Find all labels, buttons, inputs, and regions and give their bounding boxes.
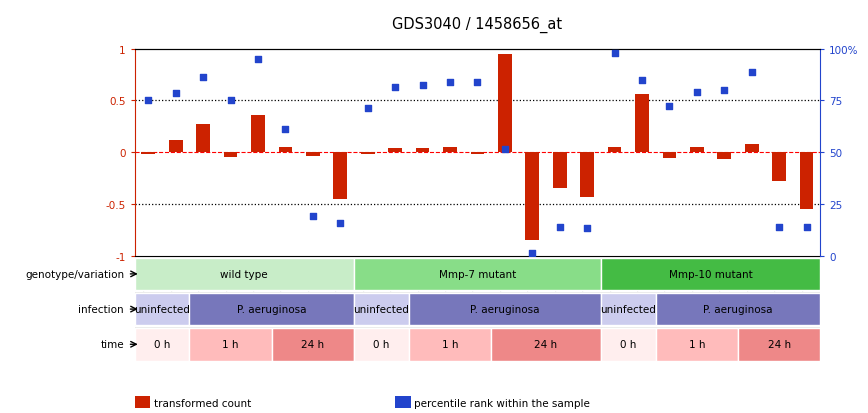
Bar [498,55,512,153]
Bar [409,328,491,361]
Bar [135,293,189,325]
Point [608,50,621,57]
Text: 1 h: 1 h [442,339,458,349]
Text: P. aeruginosa: P. aeruginosa [470,304,540,314]
Bar [655,293,820,325]
Text: wild type: wild type [220,269,268,279]
Point [470,79,484,86]
Point [773,224,786,230]
Bar [354,328,409,361]
Point [525,249,539,256]
Bar [601,328,655,361]
Point [745,70,759,77]
Bar [388,149,402,153]
Text: genotype/variation: genotype/variation [25,269,124,279]
Text: P. aeruginosa: P. aeruginosa [237,304,306,314]
Point [361,105,375,112]
Bar [251,116,265,153]
Point [333,220,347,226]
Bar [169,140,182,153]
Bar [601,293,655,325]
Point [553,224,567,230]
Bar [135,328,189,361]
Point [416,83,430,89]
Text: GDS3040 / 1458656_at: GDS3040 / 1458656_at [392,17,562,33]
Bar [799,153,813,210]
Text: 0 h: 0 h [154,339,170,349]
Text: 1 h: 1 h [688,339,705,349]
Bar [635,95,649,153]
Point [196,74,210,81]
Bar [444,148,457,153]
Point [224,98,238,104]
Text: 0 h: 0 h [620,339,636,349]
Bar [738,328,820,361]
Bar [272,328,354,361]
Point [717,88,731,94]
Bar [279,148,293,153]
Text: 24 h: 24 h [301,339,325,349]
Text: Mmp-10 mutant: Mmp-10 mutant [668,269,753,279]
Text: uninfected: uninfected [353,304,410,314]
Bar [470,153,484,155]
Text: 24 h: 24 h [535,339,557,349]
Point [662,103,676,109]
Bar [745,145,759,153]
Bar [491,328,601,361]
Text: P. aeruginosa: P. aeruginosa [703,304,773,314]
Text: transformed count: transformed count [154,398,251,408]
Point [251,57,265,63]
Bar [354,258,601,290]
Point [141,98,155,104]
Point [635,77,649,84]
Point [388,84,402,91]
Bar [718,153,731,160]
Point [799,224,813,230]
Bar [416,149,430,153]
Bar [690,148,704,153]
Text: percentile rank within the sample: percentile rank within the sample [414,398,590,408]
Bar [655,328,738,361]
Bar [409,293,601,325]
Bar [608,148,621,153]
Text: 24 h: 24 h [767,339,791,349]
Text: uninfected: uninfected [134,304,190,314]
Bar [773,153,786,182]
Bar [361,153,375,155]
Point [498,147,512,153]
Bar [662,153,676,159]
Text: Mmp-7 mutant: Mmp-7 mutant [439,269,516,279]
Bar [581,153,594,197]
Bar [189,293,354,325]
Bar [189,328,272,361]
Text: 1 h: 1 h [222,339,239,349]
Bar [306,153,319,157]
Point [580,225,594,231]
Point [168,91,182,97]
Bar [601,258,820,290]
Text: uninfected: uninfected [601,304,656,314]
Bar [135,258,354,290]
Point [279,127,293,133]
Text: time: time [101,339,124,349]
Bar [224,153,238,158]
Bar [141,153,155,155]
Bar [354,293,409,325]
Bar [196,125,210,153]
Text: infection: infection [78,304,124,314]
Point [443,79,457,86]
Bar [333,153,347,199]
Bar [525,153,539,240]
Text: 0 h: 0 h [373,339,390,349]
Bar [553,153,567,189]
Point [690,90,704,96]
Point [306,214,319,220]
